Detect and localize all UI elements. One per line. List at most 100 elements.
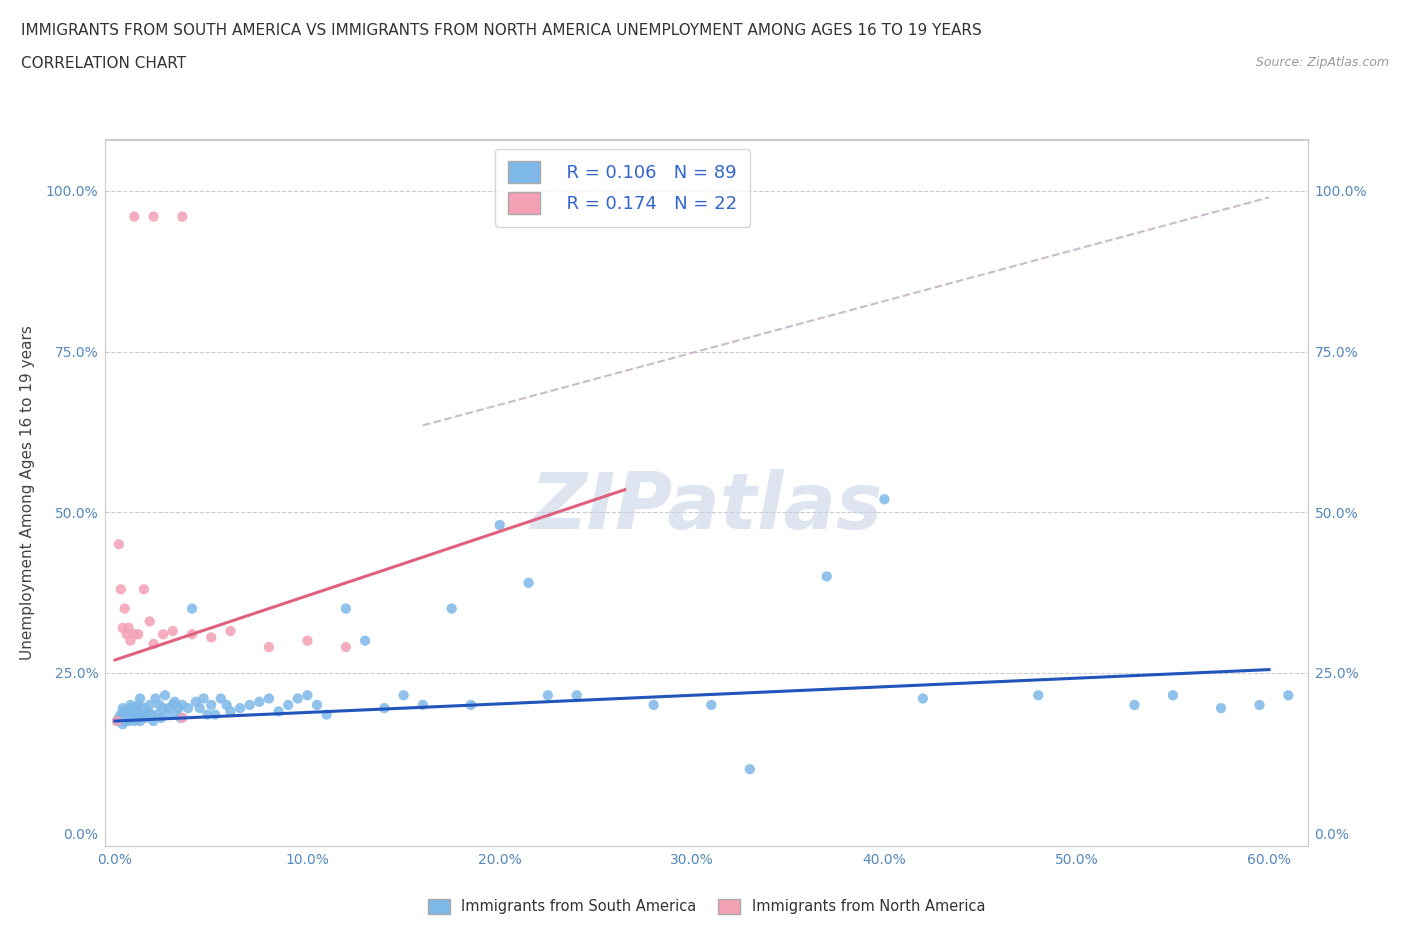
- Point: [200, 630, 222, 644]
- Point: [121, 711, 143, 725]
- Point: [115, 711, 138, 725]
- Point: [152, 700, 174, 715]
- Point: [120, 633, 142, 648]
- Point: [247, 695, 270, 710]
- Point: [257, 691, 280, 706]
- Point: [131, 711, 153, 725]
- Point: [172, 698, 194, 712]
- Point: [108, 537, 131, 551]
- Point: [392, 688, 415, 703]
- Point: [129, 691, 152, 706]
- Point: [873, 492, 896, 507]
- Point: [150, 711, 173, 725]
- Point: [197, 707, 219, 722]
- Point: [145, 691, 167, 706]
- Point: [142, 209, 165, 224]
- Point: [115, 627, 138, 642]
- Text: CORRELATION CHART: CORRELATION CHART: [21, 56, 186, 71]
- Point: [114, 713, 136, 728]
- Point: [124, 627, 146, 642]
- Point: [460, 698, 482, 712]
- Point: [121, 700, 143, 715]
- Legend: Immigrants from South America, Immigrants from North America: Immigrants from South America, Immigrant…: [422, 893, 991, 921]
- Point: [643, 698, 665, 712]
- Point: [124, 209, 146, 224]
- Point: [277, 698, 299, 712]
- Point: [335, 601, 357, 616]
- Point: [815, 569, 838, 584]
- Point: [169, 711, 191, 725]
- Point: [141, 707, 163, 722]
- Point: [219, 624, 242, 639]
- Point: [287, 691, 309, 706]
- Point: [138, 698, 160, 712]
- Point: [162, 624, 184, 639]
- Point: [166, 707, 188, 722]
- Point: [125, 711, 148, 725]
- Point: [138, 614, 160, 629]
- Point: [517, 576, 540, 591]
- Point: [738, 762, 761, 777]
- Point: [204, 707, 226, 722]
- Point: [153, 688, 176, 703]
- Point: [219, 704, 242, 719]
- Point: [105, 713, 128, 728]
- Y-axis label: Unemployment Among Ages 16 to 19 years: Unemployment Among Ages 16 to 19 years: [20, 326, 35, 660]
- Point: [412, 698, 434, 712]
- Point: [132, 707, 155, 722]
- Point: [110, 707, 132, 722]
- Point: [110, 582, 132, 597]
- Point: [297, 688, 319, 703]
- Point: [111, 700, 134, 715]
- Point: [354, 633, 377, 648]
- Point: [373, 700, 395, 715]
- Point: [177, 700, 200, 715]
- Text: IMMIGRANTS FROM SOUTH AMERICA VS IMMIGRANTS FROM NORTH AMERICA UNEMPLOYMENT AMON: IMMIGRANTS FROM SOUTH AMERICA VS IMMIGRA…: [21, 23, 981, 38]
- Point: [162, 698, 184, 712]
- Point: [156, 707, 179, 722]
- Point: [1249, 698, 1271, 712]
- Point: [146, 707, 169, 722]
- Point: [188, 700, 211, 715]
- Point: [148, 698, 170, 712]
- Point: [127, 627, 149, 642]
- Point: [537, 688, 560, 703]
- Point: [1209, 700, 1232, 715]
- Point: [114, 601, 136, 616]
- Point: [129, 713, 152, 728]
- Point: [172, 711, 194, 725]
- Point: [117, 620, 139, 635]
- Point: [108, 711, 131, 725]
- Point: [136, 704, 159, 719]
- Point: [257, 640, 280, 655]
- Point: [142, 713, 165, 728]
- Point: [115, 707, 138, 722]
- Point: [181, 601, 204, 616]
- Point: [1277, 688, 1299, 703]
- Point: [167, 700, 190, 715]
- Point: [132, 700, 155, 715]
- Point: [297, 633, 319, 648]
- Text: ZIPatlas: ZIPatlas: [530, 469, 883, 545]
- Point: [193, 691, 215, 706]
- Point: [335, 640, 357, 655]
- Point: [127, 707, 149, 722]
- Point: [229, 700, 252, 715]
- Point: [163, 695, 186, 710]
- Point: [1123, 698, 1146, 712]
- Point: [111, 620, 134, 635]
- Point: [565, 688, 588, 703]
- Point: [114, 704, 136, 719]
- Point: [700, 698, 723, 712]
- Point: [305, 698, 328, 712]
- Text: Source: ZipAtlas.com: Source: ZipAtlas.com: [1256, 56, 1389, 69]
- Point: [209, 691, 232, 706]
- Point: [157, 700, 180, 715]
- Point: [181, 627, 204, 642]
- Point: [135, 711, 157, 725]
- Point: [1026, 688, 1049, 703]
- Point: [1161, 688, 1184, 703]
- Point: [315, 707, 337, 722]
- Point: [124, 707, 146, 722]
- Point: [120, 707, 142, 722]
